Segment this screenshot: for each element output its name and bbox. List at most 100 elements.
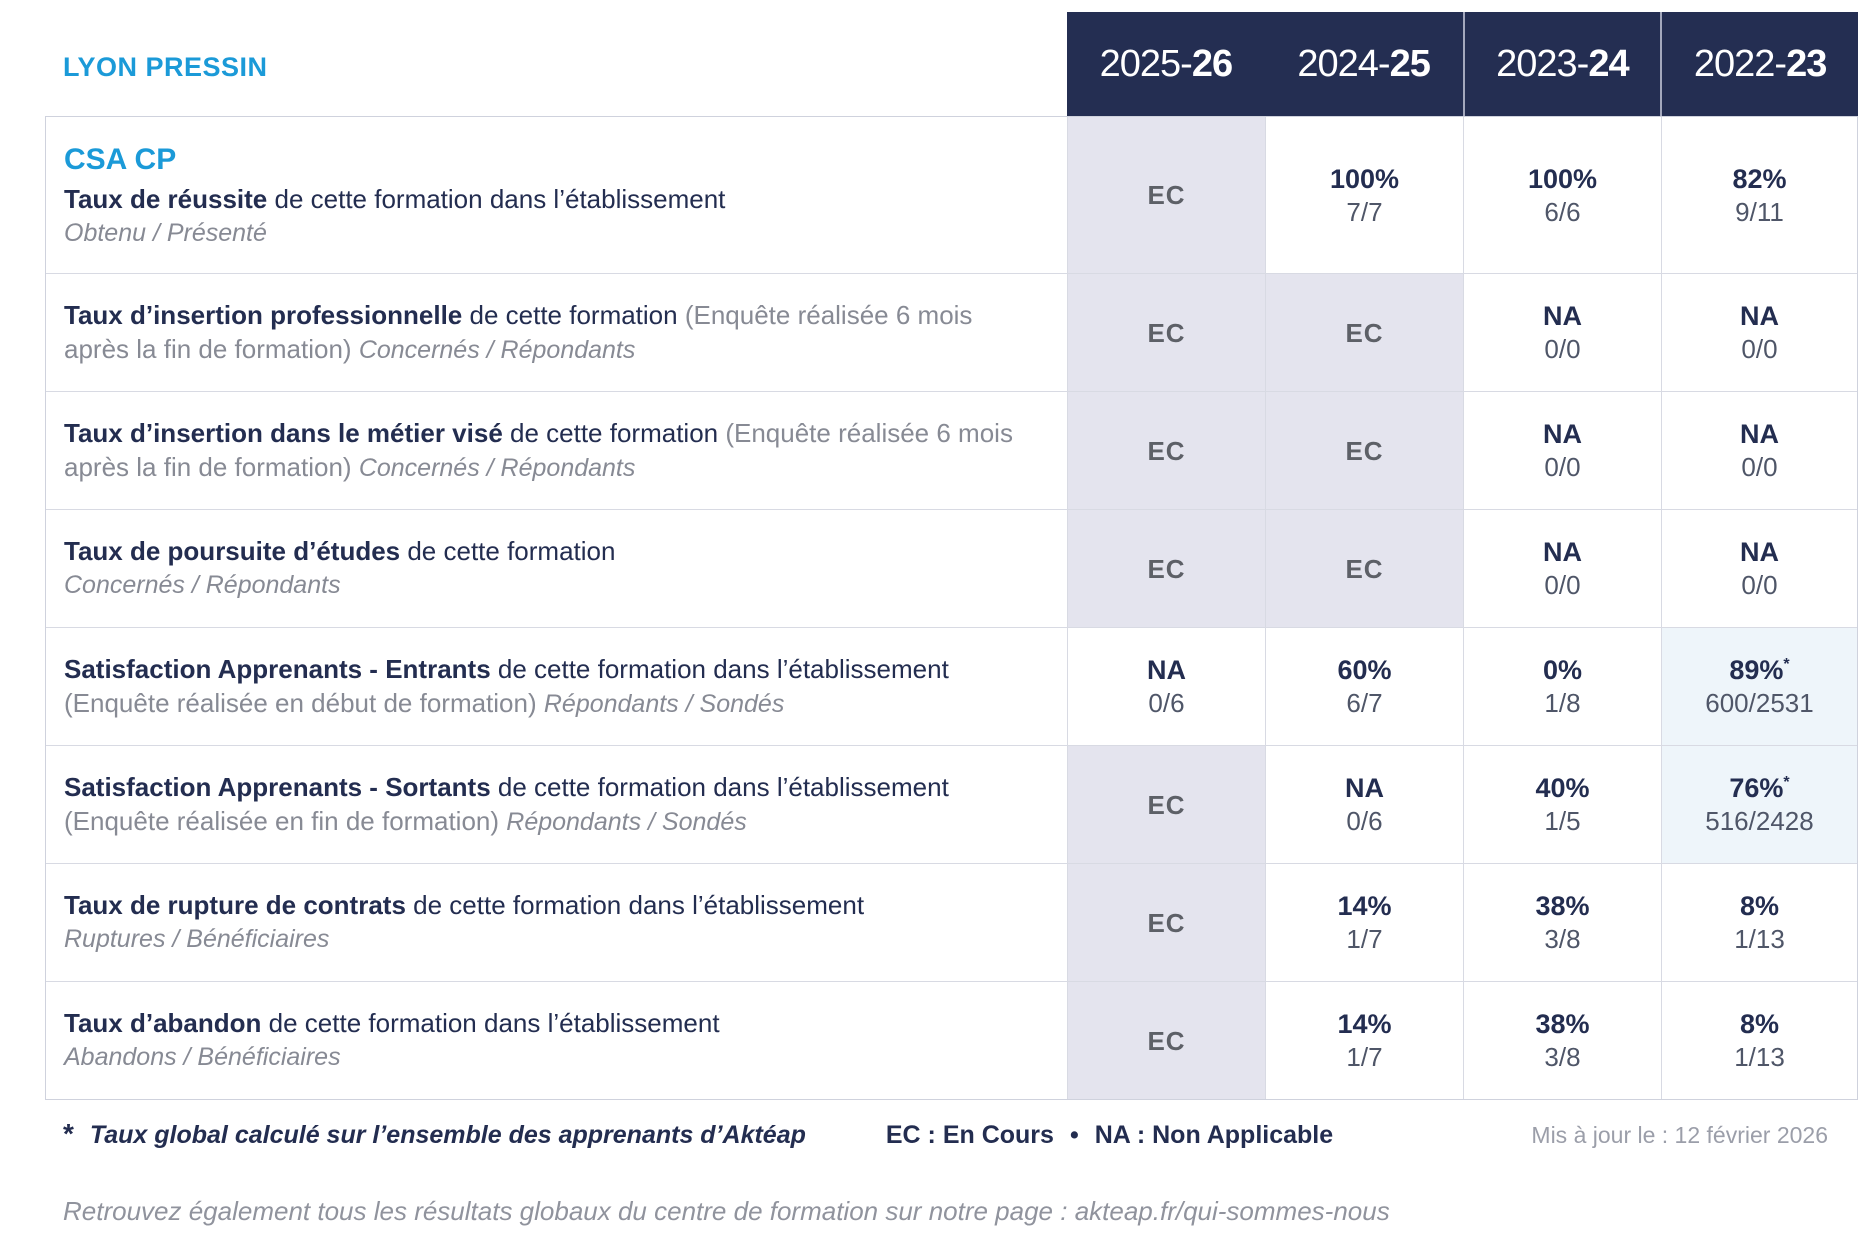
metric-subtext: Ruptures / Bénéficiaires xyxy=(64,925,330,954)
metric-title: Taux de poursuite d’études xyxy=(64,536,401,567)
cell-value: NA xyxy=(1543,301,1582,331)
metric-text: Taux de rupture de contrats de cette for… xyxy=(64,889,1037,923)
metric-row: CSA CP Taux de réussite de cette formati… xyxy=(46,117,1857,273)
cell-fraction: 0/0 xyxy=(1544,452,1581,482)
value-cell: 76%* 516/2428 xyxy=(1661,746,1857,863)
cell-fraction: 0/0 xyxy=(1741,452,1778,482)
metric-text: Satisfaction Apprenants - Entrants de ce… xyxy=(64,653,1037,721)
cell-value: EC xyxy=(1345,317,1384,348)
program-title: CSA CP xyxy=(64,143,177,177)
metric-description: de cette formation dans l’établissement xyxy=(490,771,949,802)
cell-value: NA xyxy=(1543,419,1582,449)
cell-fraction: 6/6 xyxy=(1544,196,1581,227)
metric-title: Taux de réussite xyxy=(64,184,268,215)
cell-fraction: 516/2428 xyxy=(1705,806,1814,836)
cell-value: 38% xyxy=(1535,1009,1590,1039)
metric-subtext: Concernés / Répondants xyxy=(358,453,636,482)
value-cell: EC xyxy=(1067,510,1265,627)
footnote-bar: * Taux global calculé sur l’ensemble des… xyxy=(45,1118,1858,1150)
year-column-header: 2023- 24 xyxy=(1462,12,1661,116)
cell-fraction: 1/7 xyxy=(1346,924,1383,954)
value-cell: 14% 1/7 xyxy=(1265,982,1463,1099)
metric-parenthetical: (Enquête réalisée 6 mois après la fin de… xyxy=(64,417,1013,482)
metric-label: Taux d’insertion professionnelle de cett… xyxy=(46,274,1067,391)
value-cell: EC xyxy=(1265,392,1463,509)
value-cell: 89%* 600/2531 xyxy=(1661,628,1857,745)
value-cell: NA 0/6 xyxy=(1067,628,1265,745)
value-cell: EC xyxy=(1067,864,1265,981)
value-cell: EC xyxy=(1067,746,1265,863)
year-prefix: 2022- xyxy=(1693,42,1787,85)
metric-row: Taux d’insertion professionnelle de cett… xyxy=(46,273,1857,391)
metric-subtext: Obtenu / Présenté xyxy=(64,219,267,248)
year-prefix: 2025- xyxy=(1099,42,1193,85)
metric-description: de cette formation dans l’établissement xyxy=(267,184,726,215)
value-cell: NA 0/0 xyxy=(1661,274,1857,391)
cell-fraction: 7/7 xyxy=(1346,196,1383,227)
cell-value: 76%* xyxy=(1729,773,1790,803)
cell-value: NA xyxy=(1740,301,1779,331)
value-cell: NA 0/0 xyxy=(1463,510,1661,627)
metric-label: Taux d’insertion dans le métier visé de … xyxy=(46,392,1067,509)
cell-value: EC xyxy=(1147,317,1186,348)
metric-description: de cette formation dans l’établissement xyxy=(490,653,949,684)
metric-subtext: Abandons / Bénéficiaires xyxy=(64,1043,341,1072)
value-cell: NA 0/0 xyxy=(1463,392,1661,509)
cell-value: EC xyxy=(1345,435,1384,466)
year-prefix: 2024- xyxy=(1297,42,1390,85)
cell-value: 0% xyxy=(1542,655,1583,685)
metric-description: de cette formation xyxy=(502,417,726,448)
global-rate-asterisk: * xyxy=(1783,656,1790,673)
metric-label: Taux de rupture de contrats de cette for… xyxy=(46,864,1067,981)
cell-value: NA xyxy=(1740,419,1779,449)
cell-value: 100% xyxy=(1527,163,1598,194)
metric-description: de cette formation dans l’établissement xyxy=(405,890,865,921)
value-cell: EC xyxy=(1265,274,1463,391)
metric-text: Taux de réussite de cette formation dans… xyxy=(64,183,1037,217)
metric-text: Taux d’insertion professionnelle de cett… xyxy=(64,299,1037,367)
results-table: CSA CP Taux de réussite de cette formati… xyxy=(45,116,1858,1100)
cell-value: EC xyxy=(1345,553,1384,584)
metric-subtext: Répondants / Sondés xyxy=(506,807,747,836)
cell-fraction: 3/8 xyxy=(1544,1042,1581,1072)
metric-label: CSA CP Taux de réussite de cette formati… xyxy=(46,117,1067,273)
cell-fraction: 1/7 xyxy=(1346,1042,1383,1072)
year-prefix: 2023- xyxy=(1496,42,1589,85)
cell-value: EC xyxy=(1147,907,1186,938)
legend-na: NA : Non Applicable xyxy=(1094,1121,1334,1149)
metric-subtext: Concernés / Répondants xyxy=(64,571,341,600)
cell-value: EC xyxy=(1147,180,1186,210)
site-name: LYON PRESSIN xyxy=(63,51,268,82)
legend-ec: EC : En Cours xyxy=(885,1121,1054,1149)
value-cell: EC xyxy=(1067,392,1265,509)
metric-description: de cette formation dans l’établissement xyxy=(261,1008,720,1039)
value-cell: 8% 1/13 xyxy=(1661,864,1857,981)
value-cell: NA 0/0 xyxy=(1463,274,1661,391)
cell-fraction: 0/0 xyxy=(1741,334,1778,364)
value-cell: 82% 9/11 xyxy=(1661,117,1857,273)
year-column-header: 2022- 23 xyxy=(1660,12,1858,116)
global-results-note: Retrouvez également tous les résultats g… xyxy=(63,1196,1390,1226)
metric-parenthetical: (Enquête réalisée en fin de formation) xyxy=(64,805,507,836)
value-cell: 40% 1/5 xyxy=(1463,746,1661,863)
metric-label: Satisfaction Apprenants - Entrants de ce… xyxy=(46,628,1067,745)
cell-value: EC xyxy=(1147,553,1186,584)
metric-title: Taux d’insertion professionnelle xyxy=(64,299,463,330)
cell-fraction: 9/11 xyxy=(1735,196,1784,227)
metric-description: de cette formation xyxy=(462,299,685,330)
metric-title: Satisfaction Apprenants - Sortants xyxy=(64,771,491,802)
metric-row: Taux d’insertion dans le métier visé de … xyxy=(46,391,1857,509)
year-suffix: 25 xyxy=(1389,42,1431,85)
value-cell: 60% 6/7 xyxy=(1265,628,1463,745)
value-cell: NA 0/6 xyxy=(1265,746,1463,863)
value-cell: 100% 6/6 xyxy=(1463,117,1661,273)
cell-fraction: 0/0 xyxy=(1544,570,1581,600)
global-rate-asterisk: * xyxy=(1783,774,1790,791)
updated-date: Mis à jour le : 12 février 2026 xyxy=(1531,1122,1828,1148)
metric-description: de cette formation xyxy=(400,536,616,567)
cell-fraction: 6/7 xyxy=(1346,688,1383,718)
metric-row: Taux d’abandon de cette formation dans l… xyxy=(46,981,1857,1099)
value-cell: 100% 7/7 xyxy=(1265,117,1463,273)
metric-subtext: Concernés / Répondants xyxy=(358,335,636,364)
